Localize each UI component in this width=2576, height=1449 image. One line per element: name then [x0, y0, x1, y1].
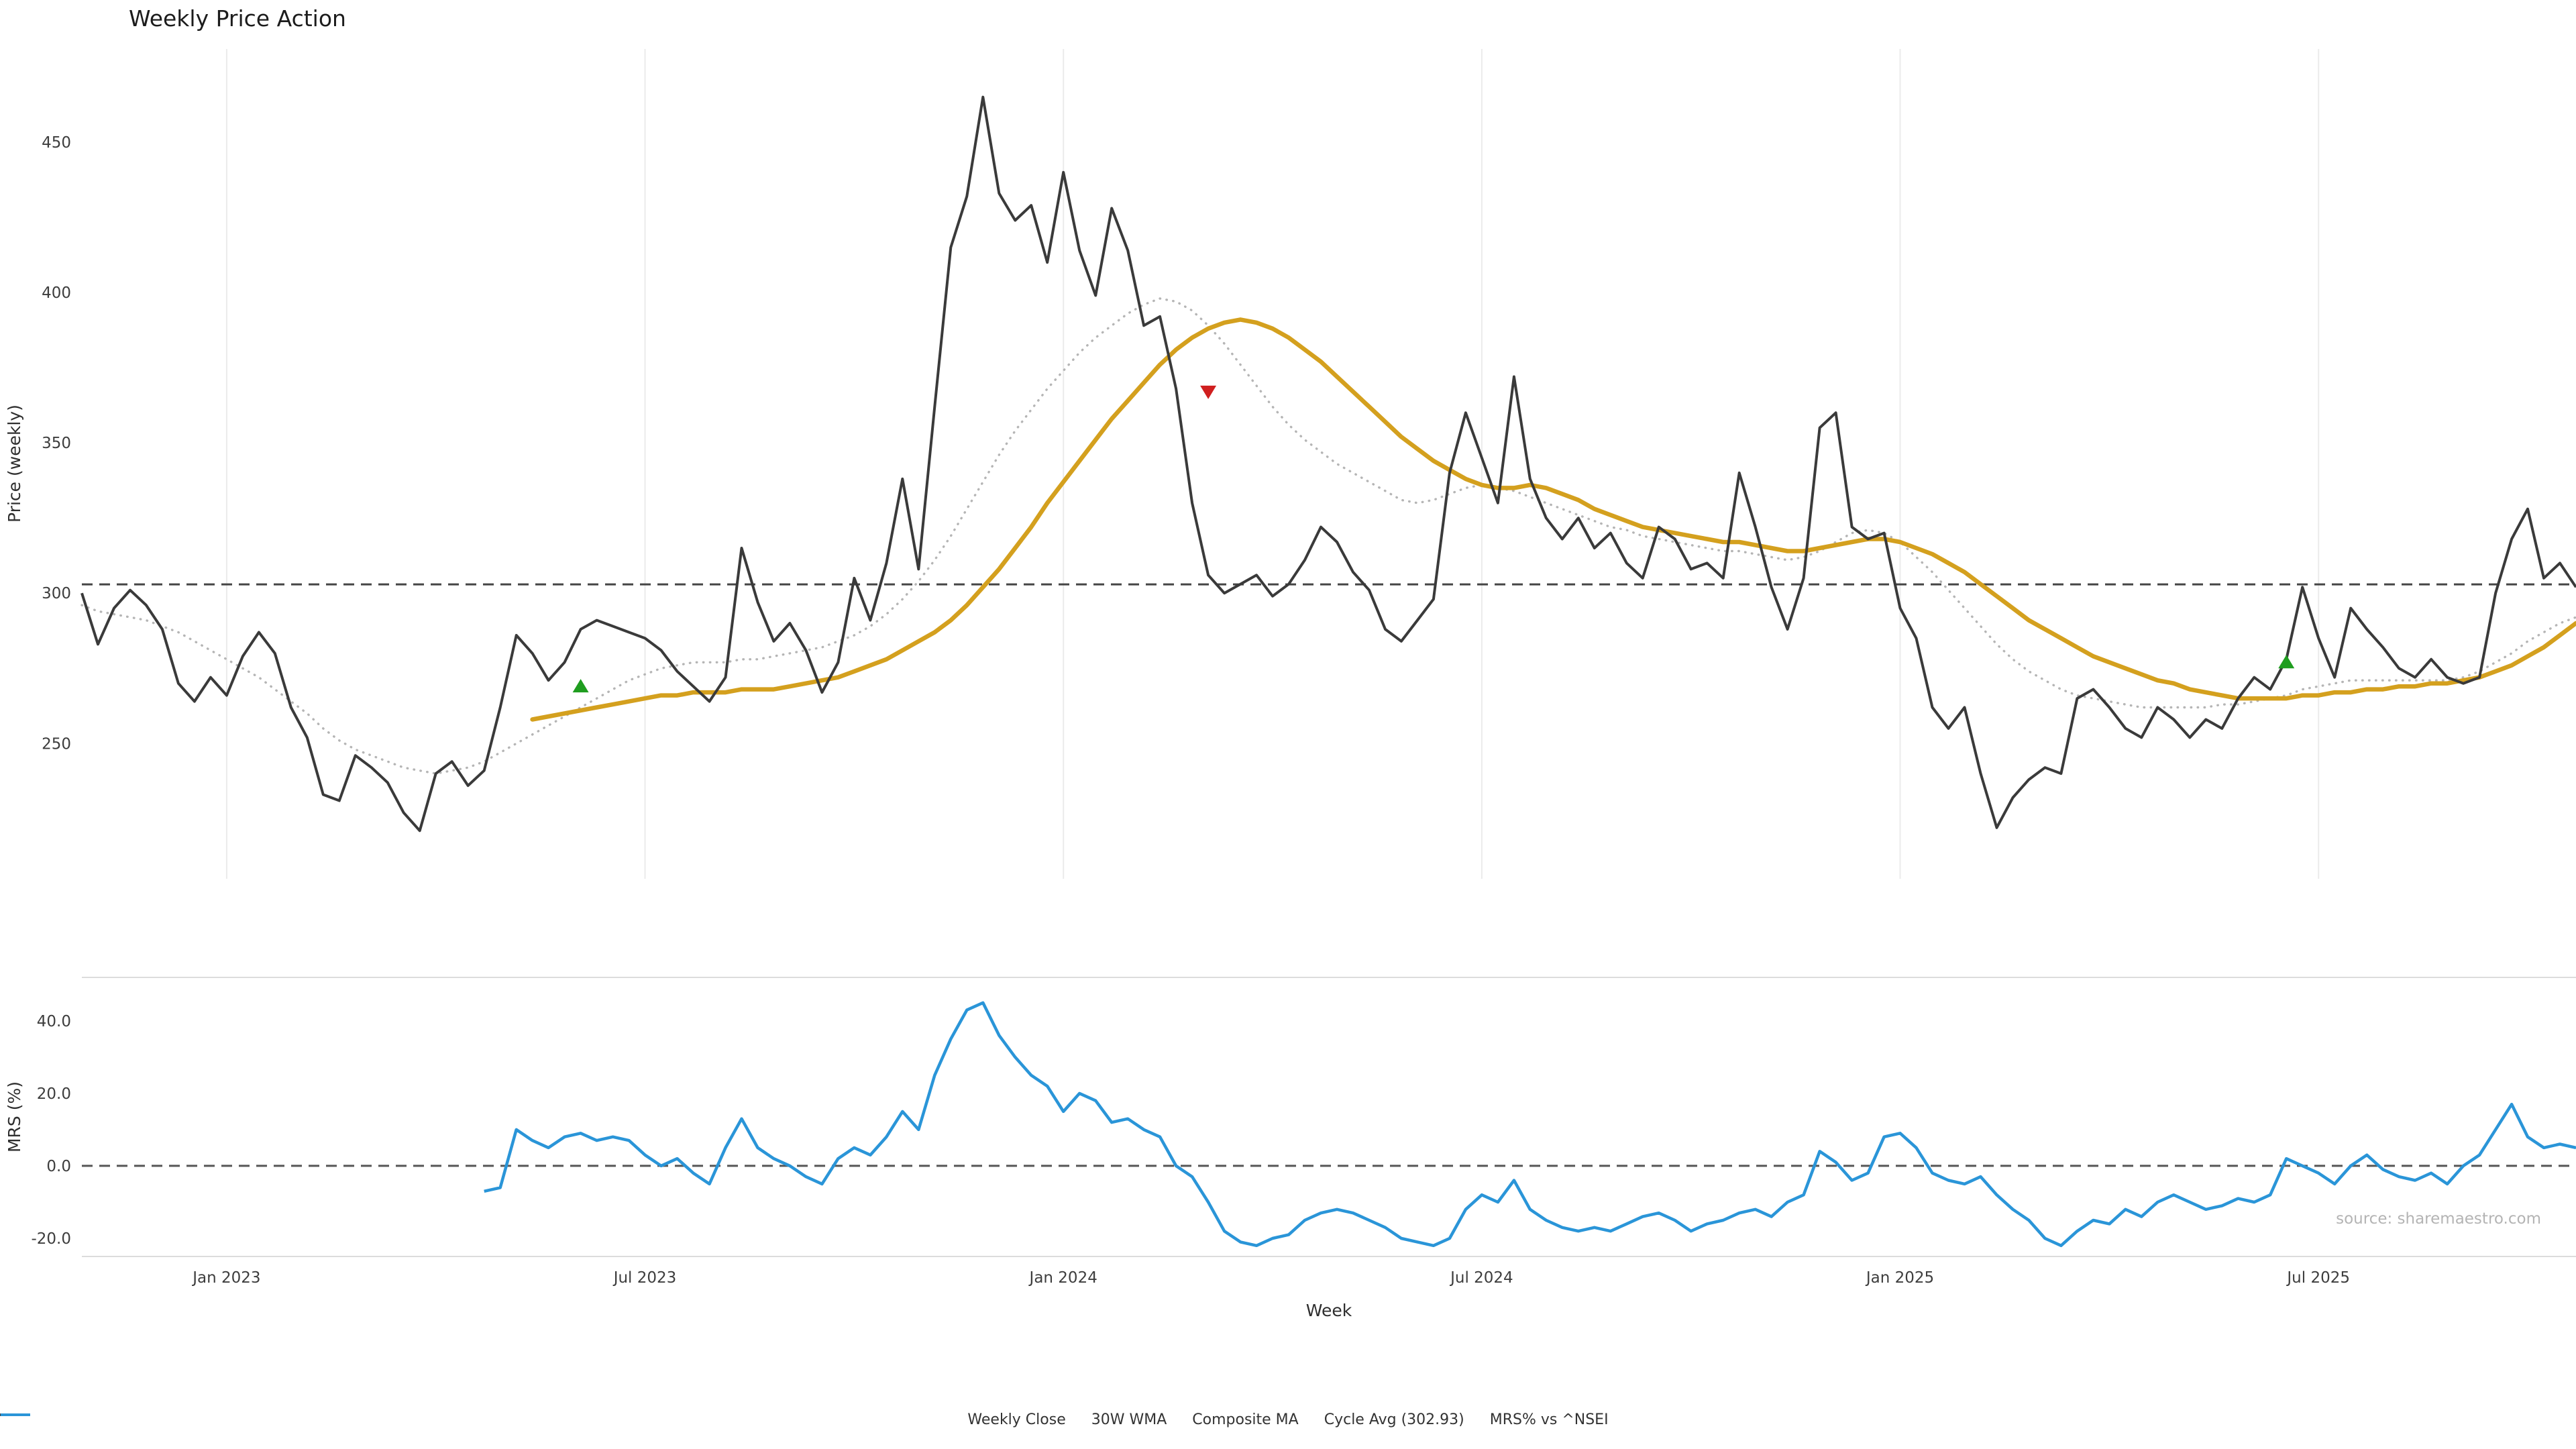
legend-item: Composite MA [0, 1411, 1299, 1428]
legend-label: Composite MA [1192, 1411, 1299, 1428]
x-tick-label: Jan 2023 [191, 1269, 260, 1287]
mrs-axis-label: MRS (%) [5, 1081, 24, 1152]
x-tick-label: Jan 2025 [1865, 1269, 1934, 1287]
price-y-tick-label: 400 [42, 284, 71, 302]
legend-item: Weekly Close [1, 1411, 1066, 1428]
sell-marker [1200, 385, 1217, 399]
buy-marker [572, 679, 589, 693]
legend-label: 30W WMA [1091, 1411, 1167, 1428]
mrs-y-tick-label: -20.0 [31, 1230, 71, 1248]
x-tick-label: Jul 2024 [1449, 1269, 1513, 1287]
mrs-y-tick-label: 20.0 [37, 1085, 71, 1103]
wma-line [530, 317, 2576, 722]
weekly-close-line [80, 95, 2576, 833]
legend-label: Weekly Close [967, 1411, 1066, 1428]
price-y-tick-label: 350 [42, 435, 71, 452]
x-tick-label: Jul 2023 [612, 1269, 677, 1287]
mrs-y-tick-label: 40.0 [37, 1013, 71, 1030]
legend-item: Cycle Avg (302.93) [0, 1411, 1464, 1428]
price-y-tick-label: 450 [42, 134, 71, 152]
week-axis-label: Week [1306, 1301, 1352, 1320]
legend-label: MRS% vs ^NSEI [1489, 1411, 1609, 1428]
source-text: source: sharemaestro.com [2336, 1210, 2541, 1228]
mrs-y-tick-label: 0.0 [46, 1158, 71, 1175]
page-title: Weekly Price Action [129, 5, 346, 32]
legend: Weekly Close 30W WMA Composite MA Cycle Avg… [0, 1411, 2576, 1428]
chart-plot-area: 250 300 350 400 450 -20.0 0.0 20.0 40.0 Jan 2023 J… [31, 49, 2576, 1287]
mrs-line [484, 1001, 2576, 1248]
price-axis-label: Price (weekly) [5, 405, 24, 523]
price-y-tick-label: 300 [42, 585, 71, 602]
x-tick-label: Jan 2024 [1028, 1269, 1097, 1287]
price-y-tick-label: 250 [42, 735, 71, 753]
legend-swatch-solid [1, 1413, 30, 1416]
buy-marker [2278, 655, 2295, 669]
legend-label: Cycle Avg (302.93) [1324, 1411, 1464, 1428]
composite-ma-line [80, 297, 2576, 775]
x-tick-label: Jul 2025 [2286, 1269, 2350, 1287]
legend-item: MRS% vs ^NSEI [1, 1411, 1609, 1428]
legend-item: 30W WMA [1, 1411, 1167, 1428]
